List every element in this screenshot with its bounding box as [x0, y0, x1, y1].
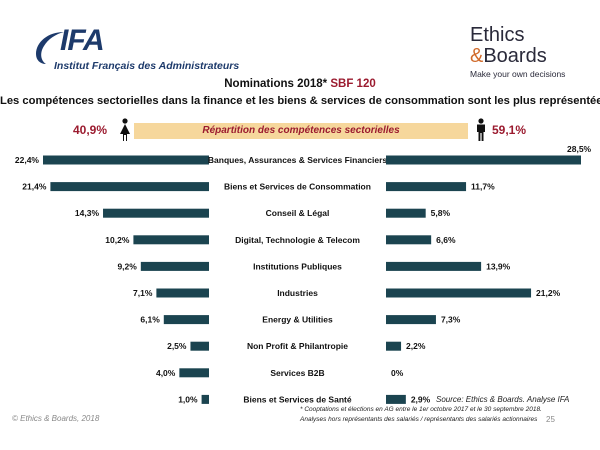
data-label-left: 10,2% — [105, 235, 130, 245]
category-label: Energy & Utilities — [262, 315, 333, 325]
category-label: Digital, Technologie & Telecom — [235, 235, 360, 245]
page-number: 25 — [546, 415, 555, 424]
bar-right — [386, 155, 581, 165]
bar-right — [386, 182, 467, 192]
data-label-left: 4,0% — [156, 368, 176, 378]
data-label-left: 9,2% — [117, 261, 137, 271]
data-label-right: 28,5% — [567, 144, 592, 154]
bar-right — [386, 261, 482, 271]
data-label-left: 22,4% — [15, 155, 40, 165]
bar-left — [156, 288, 209, 298]
footnote-1: * Cooptations et élections en AG entre l… — [300, 406, 542, 413]
category-label: Industries — [277, 288, 318, 298]
category-label: Biens et Services de Santé — [243, 394, 351, 404]
category-label: Non Profit & Philantropie — [247, 341, 348, 351]
category-label: Institutions Publiques — [253, 261, 342, 271]
data-label-right: 7,3% — [441, 315, 461, 325]
distribution-banner: Répartition des compétences sectorielles — [134, 123, 468, 139]
eb-logo-tagline: Make your own decisions — [470, 69, 566, 79]
data-label-left: 1,0% — [178, 394, 198, 404]
ifa-wordmark: IFA — [60, 24, 105, 57]
eb-logo-line2: &Boards — [470, 45, 547, 68]
category-label: Conseil & Légal — [266, 208, 330, 218]
bar-left — [50, 182, 210, 192]
data-label-left: 6,1% — [140, 315, 160, 325]
copyright: © Ethics & Boards, 2018 — [12, 414, 100, 423]
ifa-logo: IFA Institut Français des Administrateur… — [30, 24, 239, 78]
data-label-right: 13,9% — [486, 261, 511, 271]
men-percentage: 59,1% — [492, 123, 527, 137]
bar-left — [190, 341, 209, 351]
ifa-swoosh-icon — [36, 32, 64, 64]
bar-right — [386, 208, 426, 218]
data-label-left: 21,4% — [22, 182, 47, 192]
data-label-left: 14,3% — [75, 208, 100, 218]
category-label: Services B2B — [270, 368, 324, 378]
data-label-right: 21,2% — [536, 288, 561, 298]
data-label-left: 7,1% — [133, 288, 153, 298]
woman-icon — [120, 118, 130, 141]
women-percentage: 40,9% — [73, 123, 108, 137]
sbf-label: SBF 120 — [330, 78, 376, 90]
data-label-right: 11,7% — [471, 182, 495, 192]
nominations-label: Nominations 2018* — [224, 78, 328, 90]
eb-logo-boards: Boards — [483, 45, 547, 67]
bar-left — [163, 315, 209, 325]
bar-left — [133, 235, 209, 245]
category-label: Biens et Services de Consommation — [224, 182, 371, 192]
data-label-left: 2,5% — [167, 341, 187, 351]
data-label-right: 0% — [391, 368, 404, 378]
ethics-boards-logo: Ethics &Boards Make your own decisions — [470, 24, 590, 80]
bar-left — [140, 261, 209, 271]
eb-logo-line1: Ethics — [470, 24, 525, 46]
eb-logo-ampersand: & — [470, 45, 484, 67]
data-label-right: 2,2% — [406, 341, 426, 351]
data-label-right: 6,6% — [436, 235, 456, 245]
bar-left — [43, 155, 209, 165]
category-label: Banques, Assurances & Services Financier… — [208, 155, 387, 165]
bar-right — [386, 288, 532, 298]
bar-left — [201, 394, 209, 404]
bar-left — [103, 208, 209, 218]
man-icon — [477, 118, 485, 141]
bar-right — [386, 394, 406, 404]
data-label-right: 5,8% — [431, 208, 451, 218]
data-label-right: 2,9% — [411, 394, 431, 404]
source-note: Source: Ethics & Boards. Analyse IFA — [436, 395, 570, 404]
footnote-2: Analyses hors représentants des salariés… — [300, 416, 538, 423]
bar-right — [386, 315, 436, 325]
bar-right — [386, 235, 432, 245]
bar-right — [386, 341, 402, 351]
page-headline: Les compétences sectorielles dans la fin… — [0, 95, 600, 107]
ifa-subtitle: Institut Français des Administrateurs — [54, 60, 240, 72]
nominations-title: Nominations 2018* SBF 120 — [0, 78, 600, 90]
bar-left — [179, 368, 209, 378]
